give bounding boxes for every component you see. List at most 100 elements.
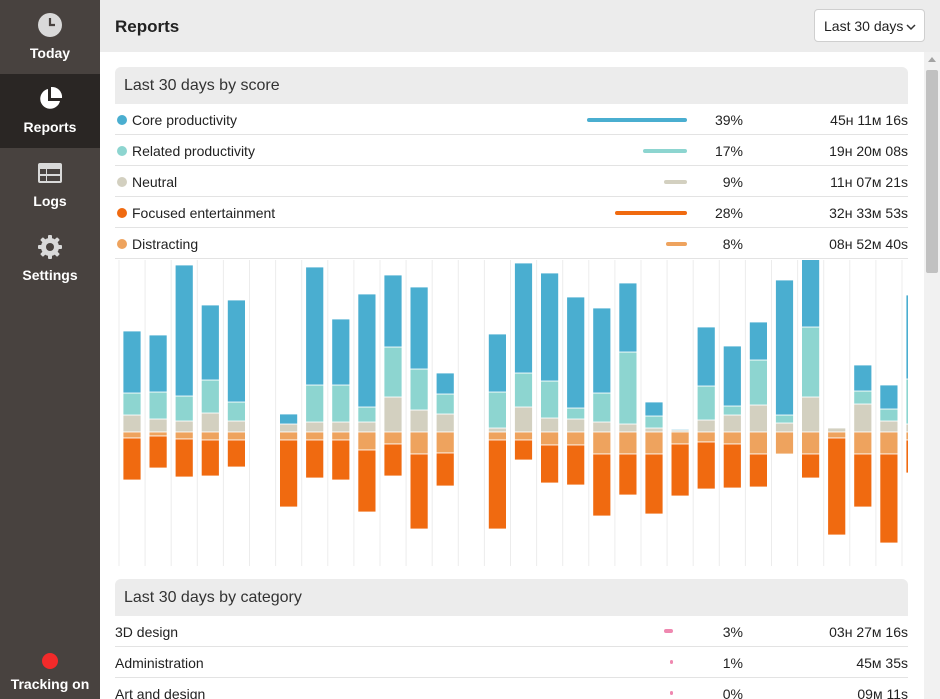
- bar-neutral[interactable]: [200, 412, 220, 433]
- bar-focused-entertainment[interactable]: [435, 452, 455, 487]
- bar-related-productivity[interactable]: [487, 391, 507, 429]
- scrollbar-thumb[interactable]: [926, 70, 938, 273]
- bar-focused-entertainment[interactable]: [540, 444, 560, 484]
- bar-distracting[interactable]: [122, 431, 142, 439]
- bar-core-productivity[interactable]: [644, 401, 664, 417]
- bar-core-productivity[interactable]: [357, 293, 377, 408]
- bar-focused-entertainment[interactable]: [722, 443, 742, 489]
- bar-core-productivity[interactable]: [279, 413, 299, 425]
- bar-distracting[interactable]: [514, 431, 533, 441]
- bar-neutral[interactable]: [305, 421, 325, 433]
- bar-core-productivity[interactable]: [879, 384, 899, 410]
- bar-distracting[interactable]: [618, 431, 638, 455]
- bar-core-productivity[interactable]: [435, 372, 455, 395]
- bar-neutral[interactable]: [279, 423, 299, 433]
- bar-neutral[interactable]: [357, 421, 377, 433]
- bar-related-productivity[interactable]: [722, 405, 742, 416]
- bar-neutral[interactable]: [905, 423, 908, 433]
- bar-related-productivity[interactable]: [357, 406, 377, 423]
- bar-related-productivity[interactable]: [749, 359, 768, 406]
- bar-related-productivity[interactable]: [122, 392, 142, 416]
- bar-focused-entertainment[interactable]: [749, 453, 768, 488]
- score-row[interactable]: Related productivity 17% 19ʜ 20ᴍ 08s: [115, 135, 908, 166]
- score-row[interactable]: Neutral 9% 11ʜ 07ᴍ 21s: [115, 166, 908, 197]
- bar-distracting[interactable]: [566, 431, 586, 446]
- bar-related-productivity[interactable]: [775, 414, 794, 424]
- bar-related-productivity[interactable]: [331, 384, 351, 423]
- bar-neutral[interactable]: [722, 414, 742, 433]
- bar-neutral[interactable]: [566, 418, 586, 433]
- bar-core-productivity[interactable]: [749, 321, 768, 361]
- bar-distracting[interactable]: [357, 431, 377, 451]
- bar-distracting[interactable]: [487, 431, 507, 441]
- bar-neutral[interactable]: [618, 423, 638, 433]
- bar-distracting[interactable]: [383, 431, 403, 445]
- bar-distracting[interactable]: [409, 431, 429, 455]
- bar-distracting[interactable]: [696, 431, 716, 443]
- bar-related-productivity[interactable]: [383, 346, 403, 398]
- bar-focused-entertainment[interactable]: [905, 439, 908, 474]
- bar-focused-entertainment[interactable]: [122, 437, 142, 481]
- bar-focused-entertainment[interactable]: [487, 439, 507, 530]
- bar-neutral[interactable]: [827, 427, 847, 433]
- bar-related-productivity[interactable]: [435, 393, 455, 415]
- bar-related-productivity[interactable]: [540, 380, 560, 419]
- bar-core-productivity[interactable]: [331, 318, 351, 386]
- bar-focused-entertainment[interactable]: [305, 439, 325, 479]
- bar-focused-entertainment[interactable]: [618, 453, 638, 496]
- nav-item-settings[interactable]: Settings: [0, 222, 100, 296]
- bar-distracting[interactable]: [279, 431, 299, 441]
- bar-distracting[interactable]: [331, 431, 351, 441]
- date-range-select[interactable]: Last 30 days: [814, 9, 925, 42]
- bar-distracting[interactable]: [905, 431, 908, 441]
- bar-related-productivity[interactable]: [618, 351, 638, 425]
- bar-neutral[interactable]: [122, 414, 142, 433]
- bar-neutral[interactable]: [775, 422, 794, 433]
- bar-related-productivity[interactable]: [200, 379, 220, 414]
- bar-neutral[interactable]: [435, 413, 455, 433]
- bar-core-productivity[interactable]: [801, 260, 820, 328]
- bar-core-productivity[interactable]: [905, 294, 908, 380]
- bar-core-productivity[interactable]: [122, 330, 142, 394]
- bar-focused-entertainment[interactable]: [227, 439, 246, 468]
- bar-related-productivity[interactable]: [644, 415, 664, 429]
- nav-item-reports[interactable]: Reports: [0, 74, 100, 148]
- bar-distracting[interactable]: [879, 431, 899, 455]
- bar-distracting[interactable]: [540, 431, 560, 446]
- bar-neutral[interactable]: [174, 420, 194, 433]
- bar-core-productivity[interactable]: [775, 279, 794, 416]
- bar-focused-entertainment[interactable]: [696, 441, 716, 490]
- bar-neutral[interactable]: [383, 396, 403, 433]
- bar-focused-entertainment[interactable]: [566, 444, 586, 486]
- bar-related-productivity[interactable]: [696, 385, 716, 421]
- bar-core-productivity[interactable]: [618, 282, 638, 353]
- bar-focused-entertainment[interactable]: [174, 438, 194, 478]
- bar-distracting[interactable]: [200, 431, 220, 441]
- scroll-up-arrow-icon[interactable]: [928, 57, 936, 62]
- bar-focused-entertainment[interactable]: [409, 453, 429, 530]
- bar-core-productivity[interactable]: [853, 364, 873, 392]
- bar-focused-entertainment[interactable]: [148, 435, 168, 469]
- bar-related-productivity[interactable]: [514, 372, 533, 408]
- bar-focused-entertainment[interactable]: [853, 453, 873, 508]
- bar-distracting[interactable]: [644, 431, 664, 455]
- bar-focused-entertainment[interactable]: [827, 437, 847, 536]
- bar-focused-entertainment[interactable]: [670, 443, 690, 497]
- bar-core-productivity[interactable]: [696, 326, 716, 387]
- tracking-toggle[interactable]: Tracking on: [0, 646, 100, 699]
- bar-related-productivity[interactable]: [409, 368, 429, 411]
- bar-neutral[interactable]: [514, 406, 533, 433]
- bar-related-productivity[interactable]: [801, 326, 820, 398]
- bar-neutral[interactable]: [227, 420, 246, 433]
- bar-related-productivity[interactable]: [592, 392, 612, 423]
- bar-core-productivity[interactable]: [670, 428, 690, 431]
- bar-core-productivity[interactable]: [409, 286, 429, 370]
- bar-focused-entertainment[interactable]: [279, 439, 299, 508]
- bar-neutral[interactable]: [879, 420, 899, 433]
- bar-distracting[interactable]: [801, 431, 820, 455]
- bar-neutral[interactable]: [331, 421, 351, 433]
- bar-core-productivity[interactable]: [227, 299, 246, 403]
- bar-distracting[interactable]: [435, 431, 455, 454]
- bar-related-productivity[interactable]: [227, 401, 246, 422]
- bar-focused-entertainment[interactable]: [644, 453, 664, 515]
